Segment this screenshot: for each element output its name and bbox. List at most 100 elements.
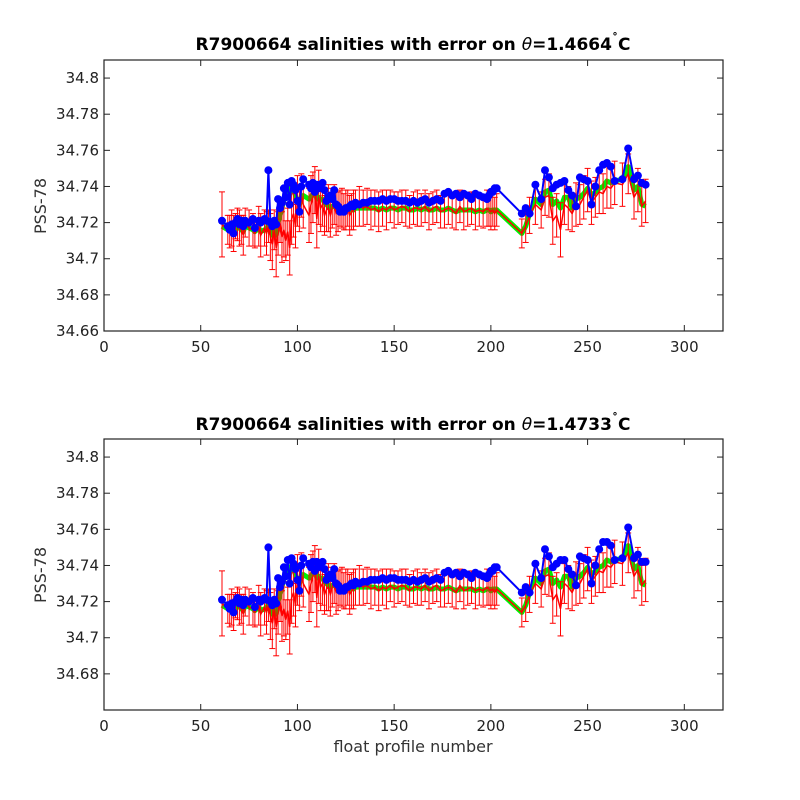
data-point <box>318 557 327 566</box>
data-point <box>293 575 302 584</box>
x-tick-label: 150 <box>380 338 409 356</box>
data-point <box>544 552 553 561</box>
data-point <box>541 545 549 554</box>
data-point <box>229 608 238 617</box>
data-point <box>618 175 627 184</box>
data-point <box>591 182 600 191</box>
data-point <box>436 575 445 584</box>
data-point <box>436 196 445 205</box>
x-tick-label: 100 <box>283 717 312 735</box>
y-tick-label: 34.76 <box>56 141 99 159</box>
data-point <box>531 559 540 568</box>
data-point <box>633 550 642 559</box>
data-point <box>618 554 627 563</box>
data-point <box>299 554 308 563</box>
y-tick-label: 34.76 <box>56 520 99 538</box>
data-point <box>295 207 304 216</box>
data-point <box>229 229 238 238</box>
data-point <box>591 561 600 570</box>
data-point <box>218 595 226 604</box>
x-tick-label: 100 <box>283 338 312 356</box>
x-tick-label: 150 <box>380 717 409 735</box>
y-tick-label: 34.66 <box>56 322 99 340</box>
data-point <box>583 556 592 564</box>
y-tick-label: 34.7 <box>66 629 99 647</box>
data-point <box>583 177 592 185</box>
data-point <box>285 579 294 588</box>
y-tick-label: 34.68 <box>56 286 99 304</box>
data-point <box>606 162 615 171</box>
data-point <box>492 184 501 193</box>
data-point <box>544 173 553 182</box>
y-tick-label: 34.78 <box>56 105 99 123</box>
data-point <box>250 224 259 232</box>
mapped-points-top <box>218 144 650 238</box>
data-point <box>279 563 288 572</box>
data-point <box>264 166 273 175</box>
chart-title-top: R7900664 salinities with error on θ=1.46… <box>196 31 631 55</box>
y-axis-label-bottom: PSS-78 <box>31 547 50 603</box>
data-point <box>250 603 259 611</box>
data-point <box>624 144 633 153</box>
data-point <box>606 541 615 550</box>
data-point <box>525 588 534 597</box>
data-point <box>281 572 290 581</box>
y-tick-label: 34.68 <box>56 665 99 683</box>
data-point <box>572 202 580 211</box>
y-axis-label-top: PSS-78 <box>31 178 50 234</box>
chart-title-bottom: R7900664 salinities with error on θ=1.47… <box>196 411 631 435</box>
data-point <box>541 166 549 175</box>
axes-frame-bottom <box>103 438 724 711</box>
data-point <box>291 565 300 574</box>
y-tick-label: 34.7 <box>66 250 99 268</box>
data-point <box>560 177 569 185</box>
x-tick-label: 300 <box>670 338 699 356</box>
data-point <box>537 195 546 204</box>
data-point <box>299 175 308 184</box>
data-point <box>568 191 577 200</box>
data-point <box>272 220 281 229</box>
data-point <box>318 178 327 187</box>
data-point <box>641 557 650 566</box>
y-tick-label: 34.8 <box>66 69 99 87</box>
data-point <box>330 565 339 574</box>
data-point <box>272 599 281 608</box>
data-point <box>595 545 604 554</box>
data-point <box>297 561 306 570</box>
data-point <box>587 579 596 588</box>
data-point <box>531 180 540 189</box>
y-tick-label: 34.8 <box>66 448 99 466</box>
y-tick-label: 34.78 <box>56 484 99 502</box>
data-point <box>610 177 619 185</box>
data-point <box>293 196 302 205</box>
data-point <box>264 543 273 552</box>
salinity-chart-top: R7900664 salinities with error on θ=1.46… <box>31 31 724 356</box>
data-point <box>610 556 619 564</box>
data-point <box>218 216 226 225</box>
plot-area-bottom <box>218 523 650 657</box>
x-axis-label: float profile number <box>333 737 493 756</box>
y-tick-label: 34.74 <box>56 177 99 195</box>
mapped-points-bottom <box>218 523 650 617</box>
data-point <box>281 193 290 202</box>
y-tick-label: 34.74 <box>56 556 99 574</box>
x-tick-label: 300 <box>670 717 699 735</box>
data-point <box>285 200 294 209</box>
data-point <box>624 523 633 532</box>
x-tick-label: 200 <box>477 717 506 735</box>
x-tick-label: 0 <box>99 717 109 735</box>
data-point <box>587 200 596 209</box>
data-point <box>291 186 300 195</box>
x-tick-label: 250 <box>573 717 602 735</box>
x-tick-label: 0 <box>99 338 109 356</box>
x-tick-label: 50 <box>191 338 210 356</box>
data-point <box>572 581 580 590</box>
data-point <box>560 556 569 564</box>
data-point <box>330 186 339 195</box>
salinity-chart-bottom: R7900664 salinities with error on θ=1.47… <box>31 411 724 756</box>
calibrated-series-line-top <box>221 171 647 248</box>
data-point <box>320 565 329 574</box>
calibrated-series-line-bottom <box>221 550 647 627</box>
